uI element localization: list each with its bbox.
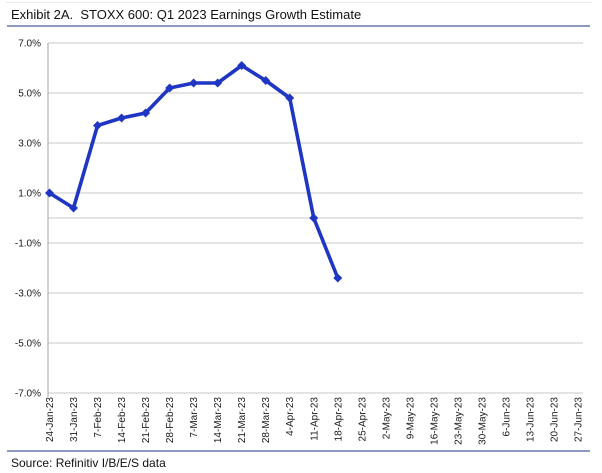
x-tick-label: 7-Mar-23	[189, 397, 200, 438]
data-point-marker	[141, 108, 151, 118]
x-tick-label: 6-Jun-23	[501, 397, 512, 437]
title-underline	[7, 25, 590, 27]
data-point-marker	[309, 213, 319, 223]
x-tick-label: 2-May-23	[381, 397, 392, 440]
x-tick-label: 23-May-23	[453, 397, 464, 445]
y-tick-label: 5.0%	[18, 89, 41, 100]
y-tick-label: 7.0%	[18, 39, 41, 50]
y-tick-label: -3.0%	[15, 289, 41, 300]
data-point-marker	[45, 188, 54, 198]
x-tick-label: 20-Jun-23	[549, 397, 560, 442]
source-note: Source: Refinitiv I/B/E/S data	[11, 456, 166, 470]
x-tick-label: 14-Feb-23	[117, 397, 128, 444]
x-tick-label: 14-Mar-23	[213, 397, 224, 444]
x-tick-label: 24-Jan-23	[45, 397, 56, 442]
x-tick-label: 27-Jun-23	[574, 397, 585, 442]
x-tick-label: 11-Apr-23	[309, 397, 320, 441]
data-point-marker	[285, 93, 295, 103]
data-point-marker	[237, 61, 247, 70]
x-tick-label: 13-Jun-23	[525, 397, 536, 442]
data-point-marker	[165, 83, 175, 93]
top-divider	[6, 2, 592, 3]
x-tick-label: 21-Feb-23	[141, 397, 152, 444]
x-tick-label: 28-Feb-23	[165, 397, 176, 444]
x-tick-label: 4-Apr-23	[285, 397, 296, 436]
data-point-marker	[117, 113, 127, 123]
data-point-marker	[213, 78, 223, 88]
x-tick-label: 9-May-23	[405, 397, 416, 440]
x-tick-label: 31-Jan-23	[69, 397, 80, 442]
y-tick-label: 1.0%	[18, 189, 41, 200]
y-tick-label: -1.0%	[15, 239, 41, 250]
data-point-marker	[69, 203, 79, 213]
x-tick-label: 30-May-23	[477, 397, 488, 445]
x-tick-label: 25-Apr-23	[357, 397, 368, 442]
x-tick-label: 16-May-23	[429, 397, 440, 445]
y-tick-label: -5.0%	[15, 339, 41, 350]
series-line	[47, 63, 340, 280]
x-tick-label: 7-Feb-23	[93, 397, 104, 438]
source-divider	[7, 450, 590, 452]
x-tick-label: 21-Mar-23	[237, 397, 248, 444]
data-point-marker	[189, 78, 199, 88]
y-tick-label: -7.0%	[15, 389, 41, 400]
chart-title: Exhibit 2A. STOXX 600: Q1 2023 Earnings …	[11, 7, 362, 22]
x-tick-label: 18-Apr-23	[333, 397, 344, 442]
data-point-marker	[261, 76, 271, 85]
data-point-marker	[333, 273, 343, 283]
data-point-marker	[93, 121, 103, 130]
y-tick-label: 3.0%	[18, 139, 41, 150]
x-tick-label: 28-Mar-23	[261, 397, 272, 444]
